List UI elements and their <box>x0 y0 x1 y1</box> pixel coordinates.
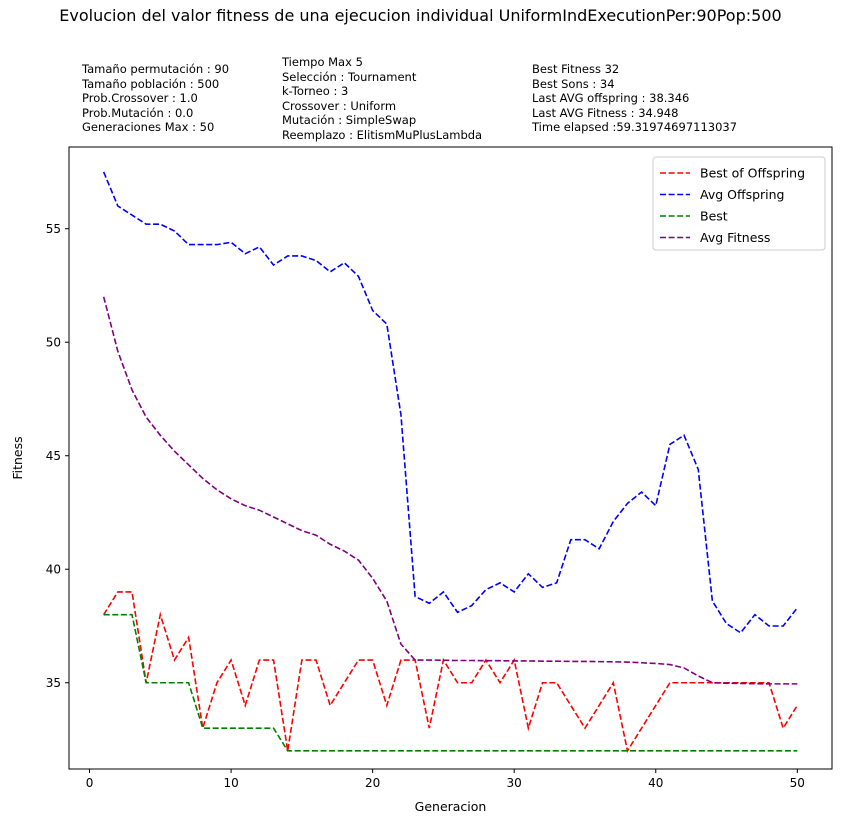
plot-frame <box>68 146 833 770</box>
legend-label: Avg Offspring <box>700 187 785 202</box>
info-line: Last AVG offspring : 38.346 <box>532 91 690 106</box>
info-line: Time elapsed :59.31974697113037 <box>532 120 738 135</box>
y-tick-label: 50 <box>46 336 61 350</box>
legend-label: Best of Offspring <box>700 166 805 181</box>
chart-title: Evolucion del valor fitness de una ejecu… <box>59 6 782 25</box>
info-line: Generaciones Max : 50 <box>82 120 215 135</box>
y-tick-label: 40 <box>46 563 61 577</box>
parameters-column-2: Tiempo Max 5 Selección : Tournament k-Torn… <box>282 55 482 143</box>
legend-label: Best <box>700 209 728 224</box>
info-line: Tamaño población : 500 <box>82 76 220 91</box>
series-line-1 <box>102 171 798 634</box>
y-tick-label: 55 <box>46 222 61 236</box>
y-tick-label: 45 <box>46 449 61 463</box>
legend-box <box>652 156 826 251</box>
info-line: Selección : Tournament <box>282 69 417 84</box>
series-line-0 <box>103 591 798 753</box>
y-tick-label: 35 <box>46 676 61 690</box>
parameters-column-1: Tamaño permutación : 90 Tamaño población … <box>82 62 229 135</box>
info-line: Mutación : SimpleSwap <box>282 113 417 128</box>
info-line: Prob.Crossover : 1.0 <box>82 91 198 106</box>
x-tick-label: 50 <box>790 776 805 790</box>
info-line: Crossover : Uniform <box>282 98 397 113</box>
legend-label: Avg Fitness <box>700 230 770 245</box>
y-axis-label: Fitness <box>10 436 25 479</box>
info-line: Reemplazo : ElitismMuPlusLambda <box>282 127 483 142</box>
x-tick-label: 20 <box>365 776 380 790</box>
series-line-2 <box>103 613 798 752</box>
results-column: Best Fitness 32 Best Sons : 34 Last AVG of… <box>532 62 737 135</box>
x-tick-label: 30 <box>507 776 522 790</box>
info-line: Last AVG Fitness : 34.948 <box>532 105 679 120</box>
info-line: Best Fitness 32 <box>532 62 620 76</box>
info-line: Tiempo Max 5 <box>282 55 363 69</box>
x-tick-label: 40 <box>648 776 663 790</box>
series-line-3 <box>102 296 798 685</box>
info-line: k-Torneo : 3 <box>282 84 349 99</box>
info-line: Best Sons : 34 <box>532 76 615 91</box>
info-line: Prob.Mutación : 0.0 <box>82 105 194 120</box>
x-tick-label: 10 <box>223 776 238 790</box>
x-axis-label: Generacion <box>415 799 487 814</box>
info-line: Tamaño permutación : 90 <box>82 62 230 76</box>
x-tick-label: 0 <box>86 776 94 790</box>
